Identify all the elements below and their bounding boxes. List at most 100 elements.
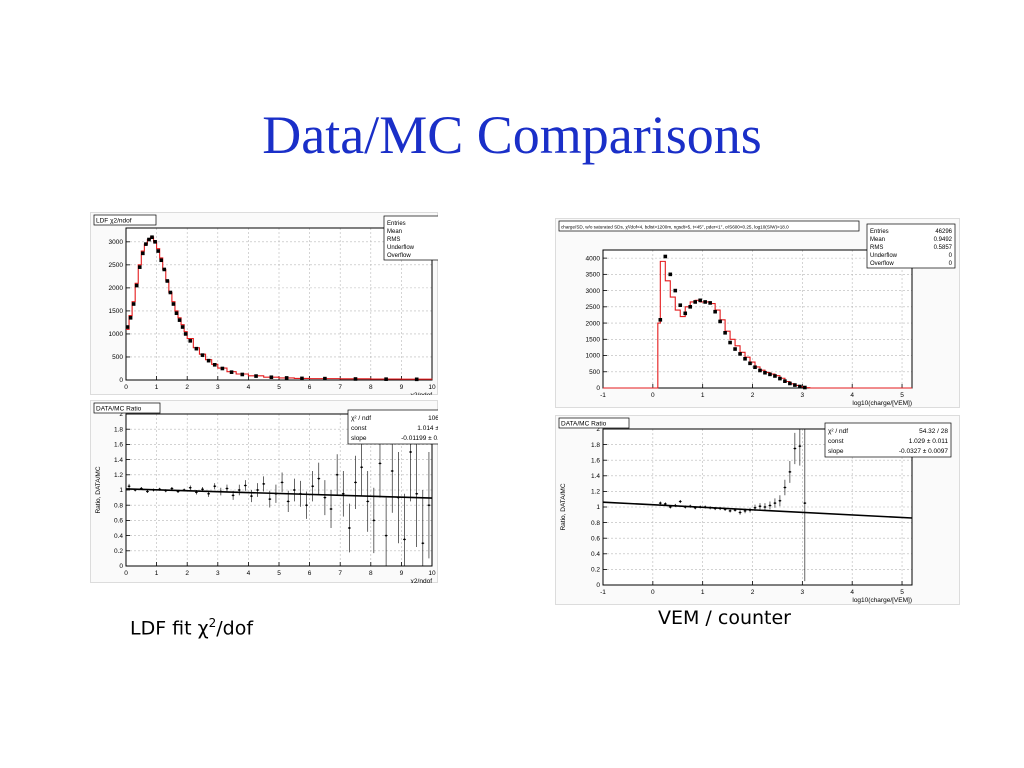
stats-label: RMS <box>387 237 400 243</box>
y-tick-label: 1500 <box>586 336 601 343</box>
ratio-point <box>293 489 296 491</box>
x-tick-label: 3 <box>216 570 220 577</box>
x-tick-label: 4 <box>850 392 854 399</box>
fit-box <box>824 422 952 458</box>
fit-box <box>347 409 438 445</box>
ratio-point <box>256 489 259 491</box>
ratio-point <box>773 502 776 505</box>
data-point <box>718 319 722 324</box>
data-point <box>748 361 752 366</box>
data-point <box>683 311 688 316</box>
data-point <box>141 251 145 256</box>
stats-label: Entries <box>387 221 406 227</box>
data-point <box>171 302 176 306</box>
x-tick-label: 5 <box>277 570 281 577</box>
y-tick-label: 0 <box>119 563 123 570</box>
ratio-point <box>768 504 771 507</box>
stats-box <box>383 215 438 261</box>
vem-charge-histogram: -1 0 1 2 3 4 505001000150020002500300035004000… <box>555 218 960 408</box>
data-point <box>698 298 702 303</box>
x-tick-label: 0 <box>124 570 128 577</box>
fit-line <box>125 488 433 499</box>
fit-value: 1.029 ± 0.011 <box>909 438 949 445</box>
y-tick-label: 1 <box>596 504 600 511</box>
x-axis-label: χ2/ndof <box>411 392 433 395</box>
x-tick-label: 3 <box>216 384 220 391</box>
y-tick-label: 0 <box>596 582 600 589</box>
caption-ldf-fit: LDF fit χ2/dof <box>130 616 253 639</box>
y-tick-label: 500 <box>589 369 600 376</box>
y-tick-label: 0 <box>119 377 123 384</box>
data-point <box>150 235 154 240</box>
x-tick-label: 9 <box>400 384 404 391</box>
stats-value: 46296 <box>935 229 952 235</box>
data-point <box>269 375 274 380</box>
caption-vem-counter: VEM / counter <box>658 607 791 629</box>
data-point <box>147 237 151 242</box>
data-point <box>254 374 258 378</box>
plot-frame <box>602 428 913 586</box>
data-point <box>159 258 163 263</box>
data-point <box>723 331 727 335</box>
fit-label: χ² / ndf <box>351 415 371 422</box>
ratio-point <box>262 482 265 485</box>
fit-line <box>602 501 913 519</box>
y-tick-label: 0 <box>596 385 600 392</box>
fit-value: 1.014 ± 0.008 <box>417 425 438 432</box>
x-tick-label: 5 <box>277 384 281 391</box>
y-tick-label: 2000 <box>586 320 601 327</box>
x-tick-label: 4 <box>850 589 854 596</box>
fit-label: slope <box>351 435 367 442</box>
y-tick-label: 1.8 <box>114 426 123 433</box>
y-tick-label: 3000 <box>109 239 124 246</box>
data-point <box>162 267 167 272</box>
y-tick-label: 2500 <box>586 304 601 311</box>
stats-value: 0.9492 <box>934 237 953 243</box>
plot-frame <box>125 413 433 567</box>
data-point <box>663 254 668 259</box>
y-axis-label: Ratio, DATA/MC <box>95 466 102 513</box>
ratio-point <box>305 504 308 507</box>
data-point <box>703 300 707 304</box>
ratio-point <box>739 511 742 514</box>
data-point <box>678 303 683 307</box>
x-tick-label: 1 <box>701 589 705 596</box>
ratio-point <box>323 496 326 499</box>
x-tick-label: 1 <box>155 570 159 577</box>
ratio-point <box>317 477 320 480</box>
ratio-point <box>201 488 204 491</box>
data-point <box>206 358 211 363</box>
x-tick-label: 1 <box>155 384 159 391</box>
ratio-point <box>754 506 757 509</box>
data-point <box>728 340 732 345</box>
ratio-point <box>354 481 357 484</box>
x-tick-label: 8 <box>369 384 373 391</box>
stats-value: 0 <box>949 261 953 267</box>
y-tick-label: 2500 <box>109 262 124 269</box>
ratio-point <box>360 466 363 469</box>
data-point <box>240 372 245 377</box>
x-tick-label: 0 <box>124 384 128 391</box>
data-point <box>168 290 173 295</box>
ratio-point <box>793 447 796 450</box>
ratio-point <box>244 484 247 487</box>
caption-ldf-main: LDF fit χ <box>130 617 209 640</box>
data-point <box>758 368 762 373</box>
x-tick-label: 10 <box>428 570 436 577</box>
data-point <box>183 332 188 336</box>
y-tick-label: 0.4 <box>591 551 600 558</box>
ratio-point <box>146 490 149 493</box>
data-point <box>229 370 234 374</box>
data-point <box>763 370 767 375</box>
ratio-point <box>763 506 766 508</box>
y-tick-label: 0.6 <box>114 518 123 525</box>
ldf-ratio-plot: 0 1 2 3 4 5 6 7 8 9 10 0 0.2 0.4 0.6 0.8 1 1.2 1.4 1.6 1.8 2 χ… <box>90 400 438 583</box>
ratio-point <box>391 470 394 472</box>
data-point <box>673 288 678 293</box>
ratio-point <box>798 445 801 448</box>
data-point <box>384 377 388 381</box>
x-tick-label: -1 <box>600 589 606 596</box>
x-tick-label: 9 <box>400 570 404 577</box>
ratio-point <box>336 473 339 476</box>
ratio-point <box>372 519 375 522</box>
